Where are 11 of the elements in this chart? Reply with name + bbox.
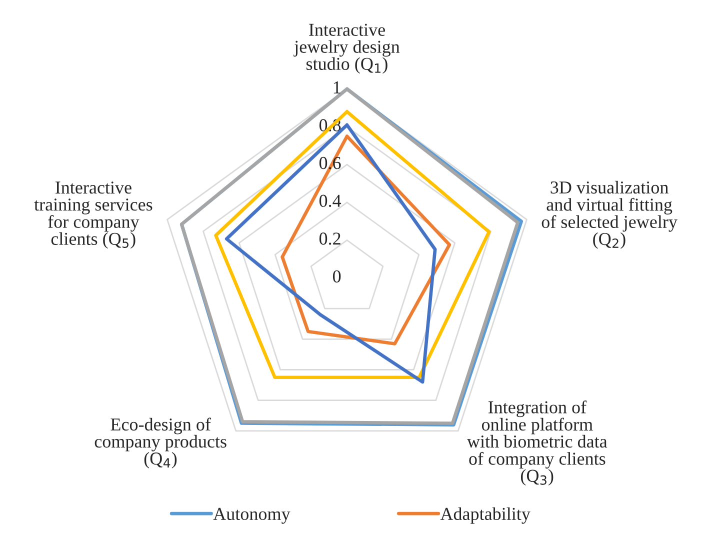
spoke-label: 3D visualization and virtual fitting of selected jewelry (Q$_{2}$) bbox=[542, 180, 678, 249]
spoke-label: Integration of online platform with biometric data of company clients (Q$_{3}$) bbox=[466, 400, 608, 486]
y-tick-label: 0.2 bbox=[319, 232, 340, 245]
legend-label: Autonomy bbox=[213, 508, 290, 524]
y-tick-label: 0 bbox=[332, 270, 341, 283]
spoke-label: Interactive training services for company clients (Q$_{5}$) bbox=[34, 182, 152, 249]
spoke-label: Eco-design of company products (Q$_{4}$) bbox=[94, 418, 226, 468]
spoke-label: Interactive jewelry design studio (Q$_{1}$) bbox=[294, 24, 400, 74]
y-tick-label: 0.4 bbox=[319, 194, 342, 207]
legend-label: Adaptability bbox=[440, 507, 530, 524]
y-tick-label: 1 bbox=[334, 81, 340, 94]
